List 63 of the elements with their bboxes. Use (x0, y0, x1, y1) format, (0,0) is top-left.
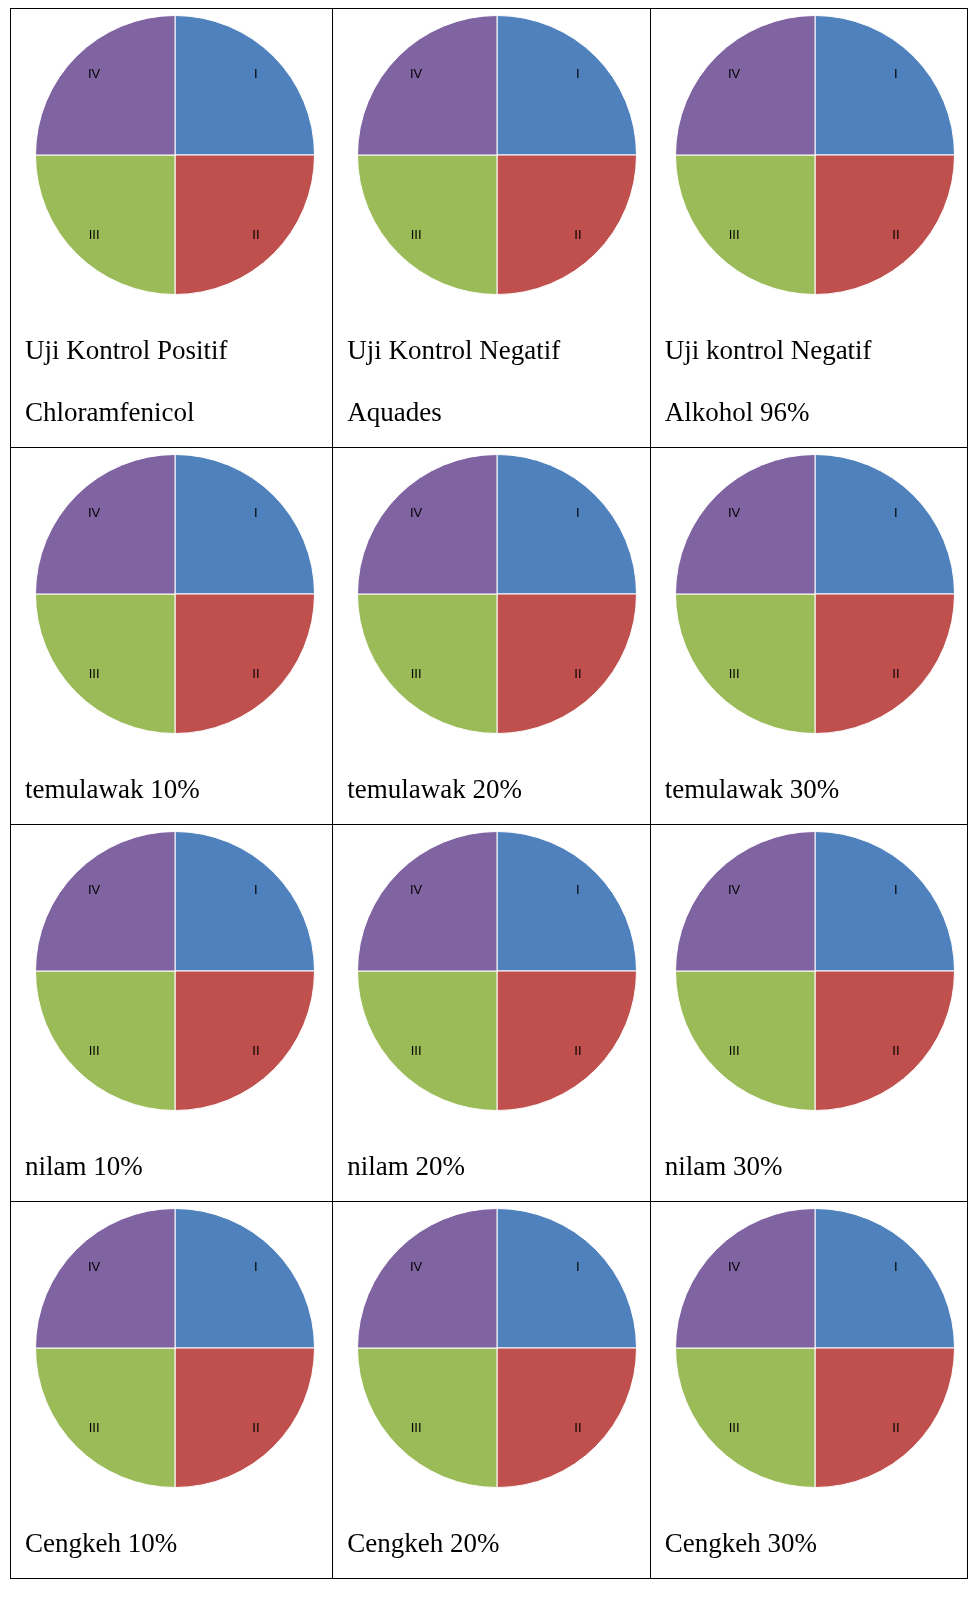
slice-label: II (891, 666, 900, 682)
text: Cengkeh 30% (664, 1527, 818, 1560)
slice-label: II (252, 1420, 260, 1436)
slice-label: IV (727, 65, 741, 81)
slice-label: IV (410, 881, 423, 897)
text: Uji Kontrol Negatif (347, 334, 562, 367)
slice-label: IV (87, 504, 101, 520)
slice-label: III (728, 1043, 740, 1059)
slice-label: IV (87, 65, 101, 81)
slice-label: I (576, 881, 580, 897)
text: temulawak 30% (664, 773, 841, 806)
slice-label: IV (410, 1258, 423, 1274)
slice-label: II (252, 1043, 260, 1059)
slice-label: II (574, 1420, 582, 1436)
text: Uji Kontrol Positif (25, 334, 229, 367)
text: Aquades (347, 396, 443, 429)
slice-label: I (893, 1258, 898, 1274)
text: nilam 30% (664, 1150, 784, 1183)
slice-label: II (252, 666, 260, 682)
slice-label: III (88, 1043, 100, 1059)
slice-label: I (254, 881, 258, 897)
slice-label: II (574, 666, 582, 682)
slice-label: IV (87, 881, 101, 897)
slice-label: IV (727, 881, 741, 897)
slice-label: II (252, 227, 260, 243)
text: temulawak 20% (347, 773, 523, 806)
text: temulawak 10% (25, 773, 201, 806)
text: nilam 10% (25, 1150, 144, 1183)
text: Cengkeh 10% (25, 1527, 179, 1560)
slice-label: I (893, 881, 898, 897)
slice-label: III (88, 1420, 100, 1436)
slice-label: I (254, 65, 258, 81)
slice-label: IV (410, 65, 423, 81)
slice-label: I (893, 504, 898, 520)
slice-label: II (891, 1420, 900, 1436)
slice-label: III (410, 1420, 422, 1436)
slice-label: III (728, 666, 740, 682)
slice-label: I (576, 65, 580, 81)
slice-label: III (728, 1420, 740, 1436)
text: Chloramfenicol (25, 396, 196, 429)
slice-label: IV (87, 1258, 101, 1274)
slice-label: III (410, 666, 422, 682)
text: Alkohol 96% (664, 396, 811, 429)
slice-label: II (574, 227, 582, 243)
slice-label: I (576, 504, 580, 520)
slice-label: III (88, 666, 100, 682)
slice-label: I (576, 1258, 580, 1274)
text: nilam 20% (347, 1150, 467, 1183)
slice-label: I (254, 1258, 258, 1274)
text: Cengkeh 20% (347, 1527, 501, 1560)
slice-label: III (410, 1043, 422, 1059)
slice-label: IV (727, 1258, 741, 1274)
slice-label: III (728, 227, 740, 243)
slice-label: I (254, 504, 258, 520)
slice-label: II (891, 227, 900, 243)
slice-label: III (88, 227, 100, 243)
slice-label: IV (727, 504, 741, 520)
text: Uji kontrol Negatif (664, 334, 873, 367)
slice-label: I (893, 65, 898, 81)
slice-label: II (891, 1043, 900, 1059)
slice-label: IV (410, 504, 423, 520)
slice-label: II (574, 1043, 582, 1059)
slice-label: III (410, 227, 422, 243)
